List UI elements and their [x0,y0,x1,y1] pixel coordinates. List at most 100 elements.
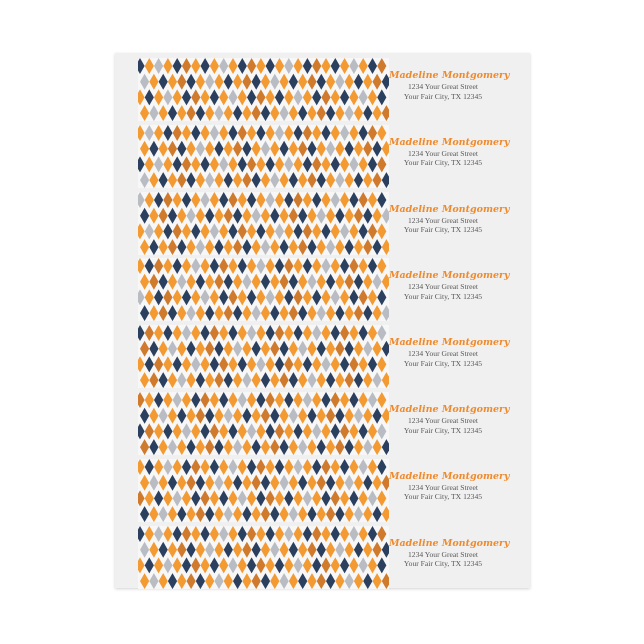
diamond [330,556,340,573]
diamond [349,325,359,342]
diamond [138,58,145,74]
diamond [326,207,336,224]
diamond [279,572,289,589]
address-label[interactable]: Madeline Montgomery 1234 Your Great Stree… [115,524,530,590]
address-label[interactable]: Madeline Montgomery 1234 Your Great Stree… [115,390,530,456]
diamond [149,407,159,424]
diamond [154,156,164,173]
street-address: 1234 Your Great Street [407,549,479,559]
diamond [172,258,182,275]
diamond [219,58,229,74]
diamond [163,156,173,173]
diamond [247,258,257,275]
diamond [195,171,205,188]
diamond [163,490,173,507]
diamond [363,505,373,522]
diamond [288,505,298,522]
diamond [293,356,303,373]
address-label[interactable]: Madeline Montgomery 1234 Your Great Stree… [115,457,530,523]
diamond [298,340,308,357]
diamond [233,140,243,157]
diamond [321,423,331,440]
diamond [312,222,322,239]
diamond [307,439,317,455]
diamond [358,556,368,573]
diamond [223,73,233,90]
diamond [363,140,373,157]
diamond [298,105,308,121]
diamond [344,171,354,188]
diamond [302,222,312,239]
diamond [242,105,252,121]
diamond [288,407,298,424]
diamond [307,305,317,322]
harlequin-diamond-pattern [138,258,389,322]
address-label[interactable]: Madeline Montgomery 1234 Your Great Stree… [115,190,530,256]
diamond [256,222,266,239]
diamond [344,505,354,522]
diamond [316,474,326,491]
diamond [316,439,326,455]
diamond [223,140,233,157]
diamond [138,525,145,542]
diamond [214,407,224,424]
diamond [251,274,261,291]
diamond [191,490,201,507]
diamond [223,474,233,491]
diamond [144,191,154,208]
diamond [228,556,238,573]
diamond [256,258,266,275]
diamond [284,89,294,106]
recipient-name: Madeline Montgomery [389,270,510,282]
diamond [298,171,308,188]
diamond [349,58,359,74]
diamond [274,458,285,475]
address-label[interactable]: Madeline Montgomery 1234 Your Great Stree… [115,323,530,389]
diamond [177,171,187,188]
diamond [358,356,368,373]
address-label[interactable]: Madeline Montgomery 1234 Your Great Stree… [115,256,530,322]
diamond [293,156,303,173]
diamond [233,171,243,188]
diamond [200,392,210,408]
address-label[interactable]: Madeline Montgomery 1234 Your Great Stree… [115,56,530,122]
diamond [214,305,224,322]
diamond [321,58,331,74]
diamond [335,541,345,558]
diamond [209,423,219,440]
diamond [191,458,201,475]
address-label[interactable]: Madeline Montgomery 1234 Your Great Stree… [115,123,530,189]
diamond [330,289,340,306]
diamond [242,207,252,224]
diamond [191,525,201,542]
recipient-name: Madeline Montgomery [389,203,510,215]
diamond [144,325,154,342]
diamond [270,439,280,455]
diamond [358,525,368,542]
diamond [326,439,336,455]
diamond [326,140,336,157]
diamond [209,191,219,208]
diamond [302,392,312,408]
diamond [377,89,387,106]
diamond [349,156,359,173]
diamond [335,274,345,291]
diamond [223,105,233,121]
diamond [381,340,389,357]
diamond [149,274,159,291]
diamond [260,439,271,455]
diamond [302,289,312,306]
diamond [237,191,247,208]
diamond [330,423,340,440]
diamond [381,572,389,589]
diamond [265,258,275,275]
diamond [279,105,289,121]
diamond [219,490,229,507]
diamond [330,156,340,173]
street-address: 1234 Your Great Street [407,416,479,425]
diamond [138,258,145,275]
diamond [260,474,271,491]
diamond [330,222,340,239]
diamond [228,124,238,141]
diamond [279,505,289,522]
